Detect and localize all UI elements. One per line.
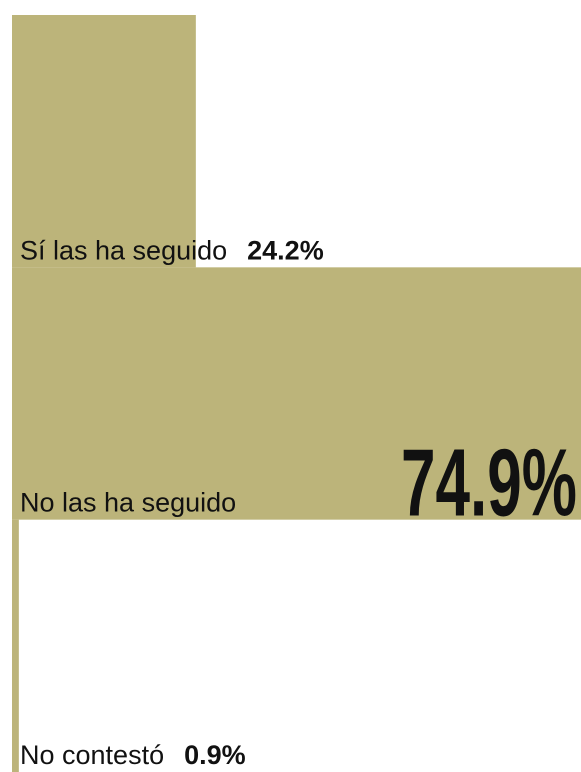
bar: [12, 15, 196, 268]
category-label: No las ha seguido: [20, 488, 236, 518]
value-label: 24.2%: [247, 235, 324, 265]
value-label: 0.9%: [184, 740, 246, 770]
category-label: No contestó: [20, 740, 164, 770]
category-label: Sí las ha seguido: [20, 235, 227, 265]
bar: [12, 519, 19, 772]
value-label: 74.9%: [401, 430, 577, 537]
bar: [12, 267, 581, 520]
